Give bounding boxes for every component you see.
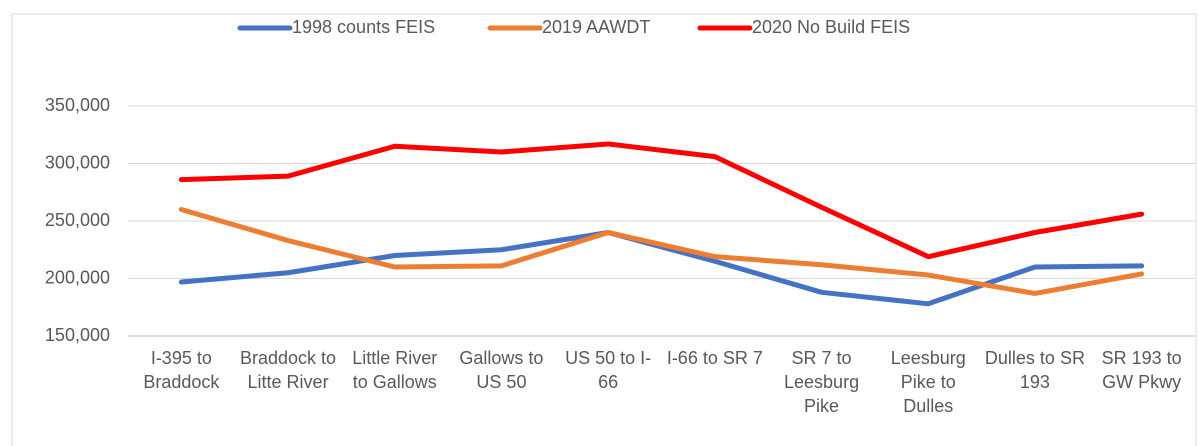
x-tick-label: Braddock to Litte River bbox=[240, 348, 337, 392]
series-line bbox=[178, 141, 1145, 260]
series-line bbox=[178, 207, 1145, 296]
x-tick-label: US 50 to I-66 bbox=[565, 348, 652, 392]
x-tick-label: I-66 to SR 7 bbox=[666, 348, 763, 368]
x-tick-label: Dulles to SR 193 bbox=[984, 348, 1085, 392]
legend-label: 2020 No Build FEIS bbox=[752, 17, 910, 37]
x-tick-label: SR 7 to Leesburg Pike bbox=[784, 348, 860, 416]
x-tick-label: SR 193 to GW Pkwy bbox=[1101, 348, 1182, 392]
x-tick-label: I-395 to Braddock bbox=[143, 348, 220, 392]
legend-label: 2019 AAWDT bbox=[542, 17, 650, 37]
x-tick-label: Little River to Gallows bbox=[352, 348, 438, 392]
y-tick-label: 350,000 bbox=[45, 95, 110, 115]
y-tick-label: 200,000 bbox=[45, 267, 110, 287]
y-tick-label: 300,000 bbox=[45, 152, 110, 172]
x-tick-label: Gallows to US 50 bbox=[459, 348, 544, 392]
chart-frame bbox=[11, 13, 1197, 446]
y-tick-label: 150,000 bbox=[45, 325, 110, 345]
x-tick-label: Leesburg Pike to Dulles bbox=[890, 348, 966, 416]
legend-label: 1998 counts FEIS bbox=[292, 17, 435, 37]
y-tick-label: 250,000 bbox=[45, 210, 110, 230]
